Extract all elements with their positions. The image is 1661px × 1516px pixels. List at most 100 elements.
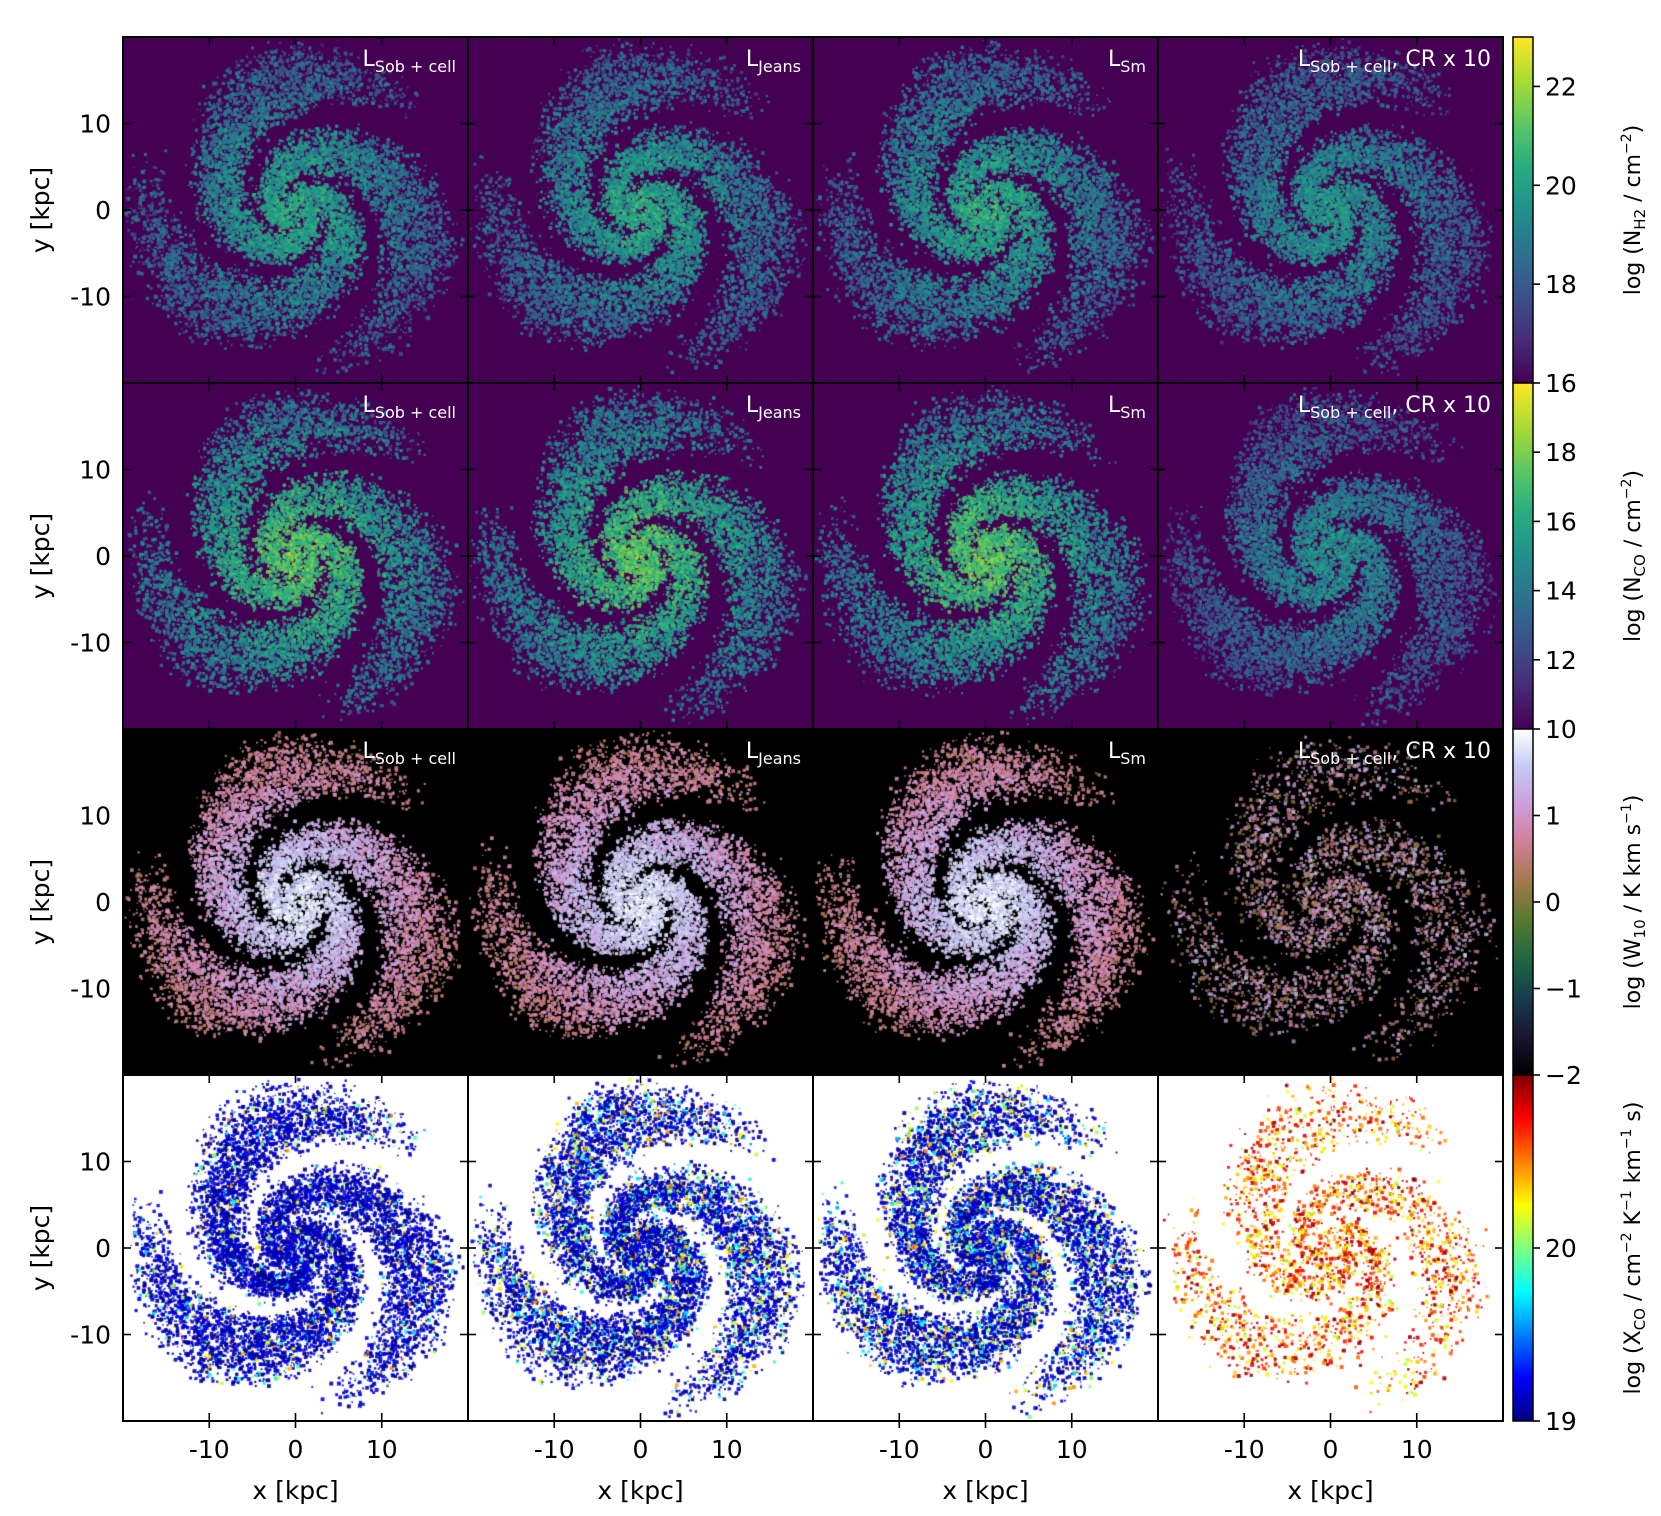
panel-label: LSob + cell, CR x 10 [1298, 47, 1491, 76]
colorbar-label-mid: / K km s [1621, 824, 1646, 919]
panel-r2-c4: LSob + cell, CR x 10 [1157, 382, 1504, 730]
colorbar-label-pre: log (W [1621, 938, 1646, 1009]
panel-r1-c1: LSob + cell [122, 36, 469, 384]
panel-label-sub: Sob + cell [375, 749, 456, 768]
panel-label-sub: Sm [1120, 749, 1146, 768]
colorbar-tick-label: 0 [1545, 888, 1561, 917]
panel-label-sub: Sob + cell [375, 1095, 456, 1114]
galaxy-map-image [123, 1075, 468, 1421]
panel-r2-c3: LSm [812, 382, 1159, 730]
colorbar-tick-label: 22 [1545, 72, 1577, 101]
colorbar-label-post3: s) [1621, 1102, 1646, 1129]
colorbar-tick-label: 18 [1545, 270, 1577, 299]
x-tick-label: -10 [879, 1435, 920, 1464]
galaxy-map-image [813, 729, 1158, 1075]
panel-label-main: L [746, 47, 759, 72]
x-axis-label: x [kpc] [942, 1476, 1028, 1505]
x-tick-label: -10 [534, 1435, 575, 1464]
galaxy-map-image [468, 383, 813, 729]
panel-label-sub: Jeans [757, 1095, 801, 1114]
colorbar-tick-label: 16 [1545, 369, 1577, 398]
y-tick-label: -10 [70, 1321, 111, 1350]
panel-label-main: L [363, 739, 376, 764]
colorbar-label-sup: −2 [1619, 133, 1635, 154]
colorbar-label-pre: log (X [1621, 1330, 1646, 1394]
panel-label-suffix: , CR x 10 [1391, 739, 1491, 764]
panel-label: LSm [1108, 739, 1146, 768]
panel-grid: LSob + cell LJeans LSm LSob + cell, CR x 10… [122, 36, 1504, 1422]
panel-label-main: L [1108, 739, 1121, 764]
x-tick-label: 0 [1323, 1435, 1339, 1464]
panel-r3-c2: LJeans [467, 728, 814, 1076]
galaxy-map-image [1158, 37, 1503, 383]
colorbar-tick-label: 18 [1545, 438, 1577, 467]
colorbar-label-post2: km [1621, 1149, 1646, 1190]
colorbar-tick-label: 10 [1545, 715, 1577, 744]
y-tick-label: 10 [79, 1148, 111, 1177]
panel-label: LJeans [746, 393, 801, 422]
panel-r3-c1: LSob + cell [122, 728, 469, 1076]
panel-r1-c2: LJeans [467, 36, 814, 384]
galaxy-map-image [123, 37, 468, 383]
axes: 10 0 -10 y [kpc] 10 0 -10 y [kpc] 10 0 -10 y [kpc] 1… [26, 110, 1433, 1506]
panel-r4-c3: LSm [812, 1074, 1159, 1422]
panel-label-main: L [1298, 739, 1311, 764]
y-tick-label: -10 [70, 975, 111, 1004]
panel-label: LSob + cell, CR x 10 [1298, 393, 1491, 422]
panel-label-main: L [363, 1085, 376, 1110]
panel-label-sub: Sob + cell [1310, 749, 1391, 768]
colorbar-label: log (W10 / K km s−1) [1619, 795, 1649, 1010]
panel-label-main: L [1108, 393, 1121, 418]
y-tick-label: 0 [95, 542, 111, 571]
colorbar-label-mid: / cm [1621, 499, 1646, 554]
panel-label-main: L [1108, 1085, 1121, 1110]
panel-label-main: L [746, 393, 759, 418]
y-axis-label: y [kpc] [26, 167, 55, 253]
panel-label: LSm [1108, 1085, 1146, 1114]
colorbar-label-post: ) [1621, 125, 1646, 134]
colorbar-tick-label: 16 [1545, 507, 1577, 536]
x-tick-label: -10 [189, 1435, 230, 1464]
colorbar-tick-label: 20 [1545, 171, 1577, 200]
panel-label: LSob + cell [363, 47, 456, 76]
galaxy-map-image [813, 37, 1158, 383]
colorbar-label-pre: log (N [1621, 230, 1646, 296]
y-tick-label: -10 [70, 283, 111, 312]
panel-r3-c3: LSm [812, 728, 1159, 1076]
panel-label-main: L [746, 739, 759, 764]
colorbar-label-mid: / cm [1621, 1253, 1646, 1308]
colorbar-label-sup: −1 [1619, 803, 1635, 824]
x-tick-label: -10 [1224, 1435, 1265, 1464]
panel-label: LSob + cell, CR x 10 [1298, 739, 1491, 768]
panel-label: LSm [1108, 47, 1146, 76]
x-tick-label: 0 [633, 1435, 649, 1464]
galaxy-map-image [813, 383, 1158, 729]
galaxy-map-image [1158, 729, 1503, 1075]
colorbar-label-mid: / cm [1621, 154, 1646, 209]
panel-label: LSob + cell, CR x 10 [1298, 1085, 1491, 1114]
panel-label-main: L [1298, 393, 1311, 418]
colorbar-label-sub: CO [1631, 1308, 1649, 1330]
panel-r1-c4: LSob + cell, CR x 10 [1157, 36, 1504, 384]
colorbar-tick-label: 1 [1545, 802, 1561, 831]
panel-r2-c2: LJeans [467, 382, 814, 730]
y-tick-label: 0 [95, 1234, 111, 1263]
panel-label-sub: Sob + cell [1310, 403, 1391, 422]
panel-label-suffix: , CR x 10 [1391, 47, 1491, 72]
panel-r1-c3: LSm [812, 36, 1159, 384]
panel-label-main: L [1108, 47, 1121, 72]
y-tick-label: 10 [79, 802, 111, 831]
galaxy-map-image [1158, 1075, 1503, 1421]
panel-label-sub: Sob + cell [1310, 57, 1391, 76]
colorbar-tick-label: −1 [1545, 975, 1582, 1004]
panel-label-sub: Sob + cell [375, 403, 456, 422]
y-tick-label: 0 [95, 196, 111, 225]
x-tick-label: 0 [978, 1435, 994, 1464]
colorbar-gradient [1512, 728, 1534, 1076]
y-axis-label: y [kpc] [26, 1205, 55, 1291]
panel-label: LSob + cell [363, 1085, 456, 1114]
colorbar-label-sup2: −1 [1619, 1190, 1635, 1211]
panel-label-sub: Jeans [757, 403, 801, 422]
